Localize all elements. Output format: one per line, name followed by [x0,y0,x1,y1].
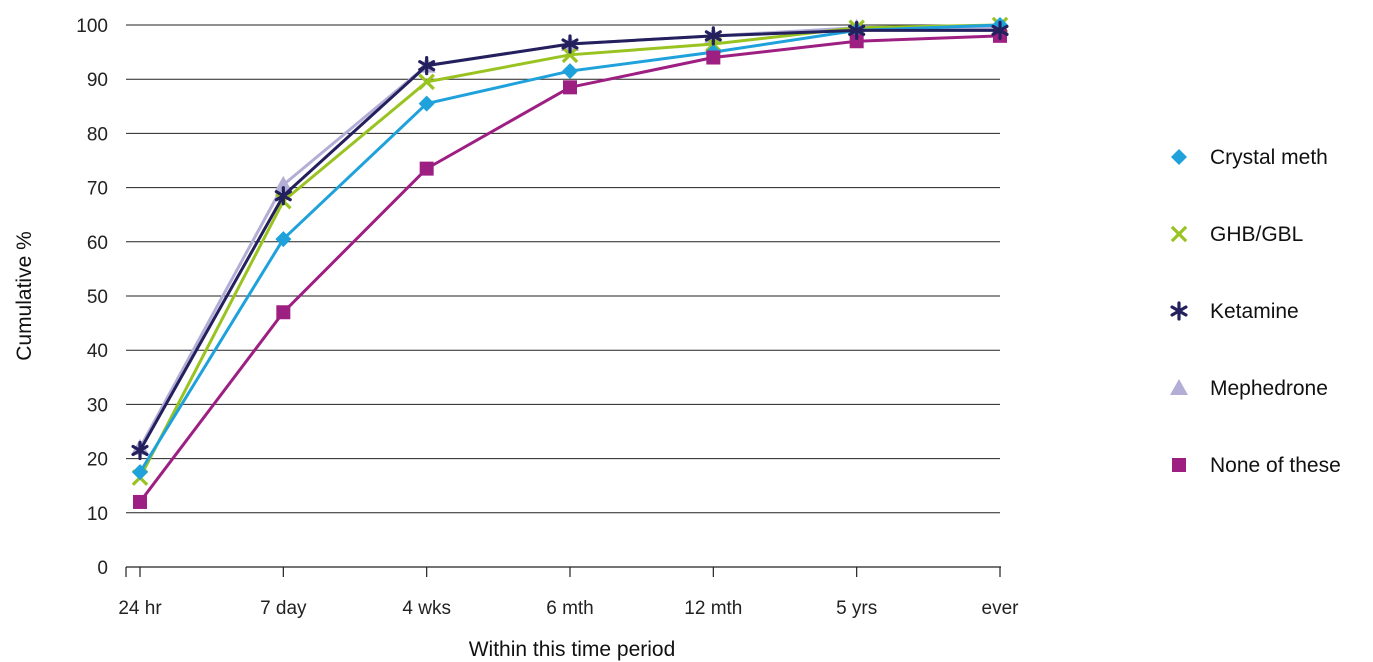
legend-item: Crystal meth [1171,146,1328,169]
y-axis-title: Cumulative % [13,231,36,361]
y-tick-label: 50 [87,287,108,308]
gridlines [126,24,1000,514]
marker-shape [706,50,721,65]
marker-shape [848,24,866,37]
legend-label: Crystal meth [1210,146,1328,169]
legend-item: Ketamine [1170,300,1299,323]
data-point [562,63,578,80]
data-point [418,95,435,112]
marker-shape [1170,225,1188,243]
marker-shape [563,80,577,95]
legend: Crystal meth GHB/GBL Ketamine Mephedrone Non… [1170,146,1341,477]
marker-shape [1170,379,1188,395]
legend-item: Mephedrone [1170,377,1328,400]
x-tick-label: 6 mth [546,598,594,619]
legend-label: None of these [1210,454,1341,477]
marker-shape [276,305,291,320]
data-point [131,440,149,461]
marker-shape [418,73,435,91]
data-point [132,464,148,481]
marker-shape [132,464,148,481]
marker-shape [1171,149,1187,165]
legend-label: Mephedrone [1210,377,1328,400]
axes [125,566,1001,577]
data-point [561,34,579,54]
y-tick-label: 60 [87,233,108,254]
data-point [419,161,434,176]
legend-marker [1171,149,1187,165]
data-point [418,73,435,91]
data-point [706,50,721,65]
y-tick-label: 70 [87,179,108,200]
legend-marker [1172,458,1186,472]
marker-shape [274,175,293,192]
marker-shape [133,494,147,509]
y-tick-labels: 0 10 20 30 40 50 60 70 80 90 100 [76,16,108,579]
legend-label: Ketamine [1210,300,1299,323]
y-tick-label: 20 [87,450,108,471]
x-tick-label: 12 mth [684,598,742,619]
x-tick-label: ever [982,598,1020,619]
y-tick-label: 80 [87,124,108,145]
marker-shape [849,34,864,49]
marker-shape [561,38,579,50]
marker-shape [562,63,578,80]
x-tick-label: 7 day [260,598,307,619]
series-line [138,34,1001,503]
marker-shape [1170,305,1188,317]
marker-shape [275,231,292,248]
x-tick-labels: 24 hr 7 day 4 wks 6 mth 12 mth 5 yrs ever [118,598,1019,619]
data-point [704,26,722,46]
y-tick-label: 10 [87,504,108,525]
x-tick-label: 24 hr [118,598,162,619]
marker-shape [131,444,149,457]
data-point [561,46,579,64]
legend-marker [1170,301,1188,321]
marker-shape [991,24,1009,37]
data-point [274,175,293,192]
marker-shape [1172,458,1186,472]
legend-item: GHB/GBL [1170,223,1303,246]
y-tick-label: 40 [87,341,108,362]
y-tick-label: 30 [87,395,108,416]
data-point [133,494,147,509]
x-tick-label: 4 wks [402,598,451,619]
marker-shape [704,30,722,42]
y-tick-label: 0 [97,558,108,579]
data-point [274,186,292,206]
x-axis-title: Within this time period [469,638,676,661]
x-tick-label: 5 yrs [836,598,877,619]
legend-item: None of these [1172,454,1341,477]
series-ketamine [131,20,1009,461]
series-none-of-these [133,28,1007,509]
data-point [991,20,1009,41]
legend-marker [1170,379,1188,395]
legend-marker [1170,225,1188,243]
marker-shape [418,60,436,72]
marker-shape [274,190,292,202]
y-tick-label: 100 [76,16,108,37]
y-tick-label: 90 [87,70,108,91]
marker-shape [419,161,434,176]
marker-shape [561,46,579,64]
series-layer [131,16,1009,509]
data-point [418,56,436,76]
data-point [849,34,864,49]
data-point [275,231,292,248]
marker-shape [418,95,435,112]
data-point [848,20,866,41]
data-point [563,80,577,95]
data-point [276,305,291,320]
legend-label: GHB/GBL [1210,223,1303,246]
